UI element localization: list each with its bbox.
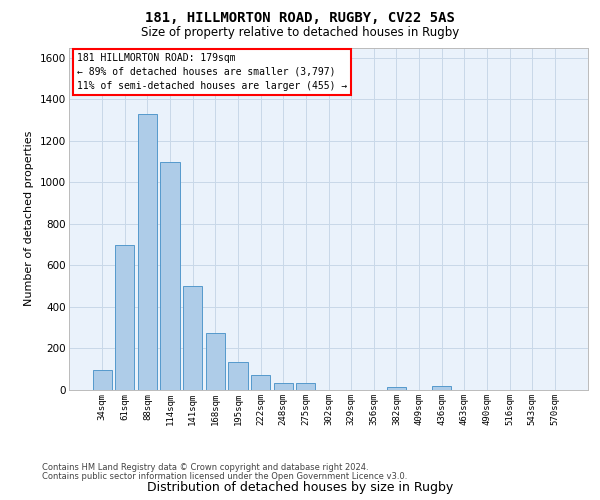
- Text: Contains HM Land Registry data © Crown copyright and database right 2024.: Contains HM Land Registry data © Crown c…: [42, 464, 368, 472]
- Bar: [296, 382, 316, 390]
- Text: 181, HILLMORTON ROAD, RUGBY, CV22 5AS: 181, HILLMORTON ROAD, RUGBY, CV22 5AS: [145, 12, 455, 26]
- Bar: [229, 362, 248, 390]
- Bar: [92, 370, 112, 390]
- Bar: [183, 286, 202, 390]
- Bar: [206, 333, 225, 390]
- Bar: [432, 386, 451, 390]
- Bar: [138, 114, 157, 390]
- Text: Contains public sector information licensed under the Open Government Licence v3: Contains public sector information licen…: [42, 472, 407, 481]
- Bar: [274, 382, 293, 390]
- Bar: [115, 244, 134, 390]
- Bar: [387, 387, 406, 390]
- Bar: [160, 162, 180, 390]
- Y-axis label: Number of detached properties: Number of detached properties: [25, 131, 34, 306]
- Text: 181 HILLMORTON ROAD: 179sqm
← 89% of detached houses are smaller (3,797)
11% of : 181 HILLMORTON ROAD: 179sqm ← 89% of det…: [77, 52, 347, 90]
- Bar: [251, 376, 270, 390]
- Text: Distribution of detached houses by size in Rugby: Distribution of detached houses by size …: [147, 481, 453, 494]
- Text: Size of property relative to detached houses in Rugby: Size of property relative to detached ho…: [141, 26, 459, 39]
